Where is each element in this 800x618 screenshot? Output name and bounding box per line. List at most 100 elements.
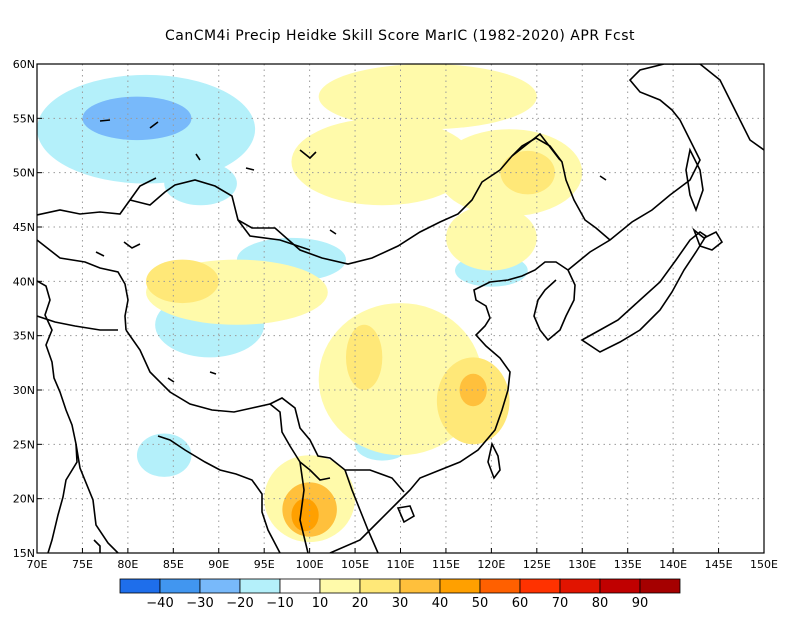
lon-tick-label: 90E xyxy=(208,558,229,571)
border-kazakhstan xyxy=(37,177,157,216)
colorbar-swatch xyxy=(439,578,481,594)
skill-region-20-30 xyxy=(146,259,219,304)
border-india-nepal xyxy=(125,329,331,481)
latitude-tick-labels: 15N 20N 25N 30N 35N 40N 45N 50N 55N 60N xyxy=(13,58,42,560)
colorbar-swatch xyxy=(639,578,681,594)
lon-tick-label: 95E xyxy=(254,558,275,571)
lon-tick-label: 140E xyxy=(659,558,687,571)
colorbar-label: 70 xyxy=(552,596,569,611)
lake-tibet-2 xyxy=(209,371,217,375)
lat-tick-label: 45N xyxy=(13,221,35,234)
skill-region-lt-10 xyxy=(164,161,237,206)
coastline-kamchatka xyxy=(699,64,764,151)
coastline-korea xyxy=(533,269,576,342)
lat-tick-label: 15N xyxy=(13,547,35,560)
border-russia-china-east xyxy=(511,132,561,161)
island-hainan xyxy=(396,505,415,524)
skill-region-40-50 xyxy=(291,498,319,532)
colorbar-label: −40 xyxy=(146,596,173,611)
colorbar-label: 20 xyxy=(352,596,369,611)
lat-tick-label: 25N xyxy=(13,438,35,451)
lon-tick-label: 120E xyxy=(477,558,505,571)
lake-qinghai xyxy=(329,229,337,235)
colorbar-swatch xyxy=(479,578,521,594)
coastline-india-east xyxy=(75,443,119,553)
colorbar-swatch xyxy=(599,578,641,594)
lon-tick-label: 115E xyxy=(432,558,460,571)
colorbar-label: −10 xyxy=(266,596,293,611)
lake-balkhash xyxy=(123,241,141,249)
lon-tick-label: 150E xyxy=(750,558,778,571)
lake-khanka xyxy=(599,175,607,181)
longitude-tick-labels: 70E 75E 80E 85E 90E 95E 100E 105E 110E 115E 120E 12… xyxy=(27,548,778,571)
skill-region-10-20 xyxy=(445,205,537,271)
border-laos-vietnam xyxy=(344,469,379,553)
lake-baikal xyxy=(299,149,317,160)
skill-region-20-30 xyxy=(345,324,383,390)
colorbar-label: 90 xyxy=(632,596,649,611)
colorbar-label: 10 xyxy=(312,596,329,611)
coastline-siberia-east xyxy=(567,64,701,271)
border-afghanistan xyxy=(37,315,118,331)
lake-tibet-1 xyxy=(167,377,175,383)
island-japan-honshu xyxy=(580,231,708,353)
island-hokkaido xyxy=(692,227,724,251)
coastlines-and-borders xyxy=(37,64,764,553)
lon-tick-label: 85E xyxy=(163,558,184,571)
colorbar-swatch xyxy=(359,578,401,594)
lat-tick-label: 20N xyxy=(13,493,35,506)
colorbar-swatch xyxy=(319,578,361,594)
colorbar-swatch xyxy=(559,578,601,594)
coastline-bay-of-bengal xyxy=(157,435,281,553)
lat-tick-label: 60N xyxy=(13,58,35,71)
lat-tick-label: 55N xyxy=(13,112,35,125)
colorbar-label: 30 xyxy=(392,596,409,611)
colorbar xyxy=(119,578,681,594)
chart-title: CanCM4i Precip Heidke Skill Score MarIC … xyxy=(164,28,636,44)
island-taiwan xyxy=(487,441,501,480)
colorbar-swatch xyxy=(159,578,201,594)
lat-lon-gridlines xyxy=(37,64,764,553)
border-china-north xyxy=(129,137,611,265)
lat-tick-label: 35N xyxy=(13,330,35,343)
colorbar-label: 40 xyxy=(432,596,449,611)
colorbar-label: 80 xyxy=(592,596,609,611)
colorbar-swatch xyxy=(199,578,241,594)
colorbar-label: 60 xyxy=(512,596,529,611)
lon-tick-label: 70E xyxy=(27,558,48,571)
border-thailand-myanmar xyxy=(299,461,309,553)
lon-tick-label: 100E xyxy=(296,558,324,571)
colorbar-tick-labels: −40 −30 −20 −10 10 20 30 40 50 60 70 80 90 xyxy=(146,596,648,611)
skill-region-10-20 xyxy=(291,118,474,206)
colorbar-swatch xyxy=(399,578,441,594)
colorbar-label: 50 xyxy=(472,596,489,611)
skill-region-lt-10 xyxy=(136,433,192,477)
island-sri-lanka xyxy=(93,539,101,553)
lat-tick-label: 40N xyxy=(13,275,35,288)
skill-score-shading xyxy=(37,64,583,543)
lat-tick-label: 50N xyxy=(13,167,35,180)
lat-tick-label: 30N xyxy=(13,384,35,397)
island-sakhalin xyxy=(685,147,704,213)
lon-tick-label: 105E xyxy=(341,558,369,571)
border-central-asia xyxy=(37,239,129,331)
coastline-india-west xyxy=(37,280,78,553)
lake-issyk-kul xyxy=(95,251,105,257)
colorbar-swatch xyxy=(519,578,561,594)
skill-region-30-40 xyxy=(459,373,487,407)
colorbar-swatch xyxy=(279,578,321,594)
colorbar-label: −30 xyxy=(186,596,213,611)
lon-tick-label: 75E xyxy=(72,558,93,571)
siberian-lakes xyxy=(99,119,255,171)
border-china-myanmar xyxy=(269,397,405,493)
border-mongolia-south xyxy=(237,219,311,251)
lon-tick-label: 110E xyxy=(387,558,415,571)
colorbar-swatch xyxy=(239,578,281,594)
coastline-indochina-east xyxy=(329,261,569,553)
colorbar-label: −20 xyxy=(226,596,253,611)
lon-tick-label: 80E xyxy=(117,558,138,571)
lon-tick-label: 135E xyxy=(614,558,642,571)
lon-tick-label: 130E xyxy=(568,558,596,571)
lon-tick-label: 125E xyxy=(523,558,551,571)
